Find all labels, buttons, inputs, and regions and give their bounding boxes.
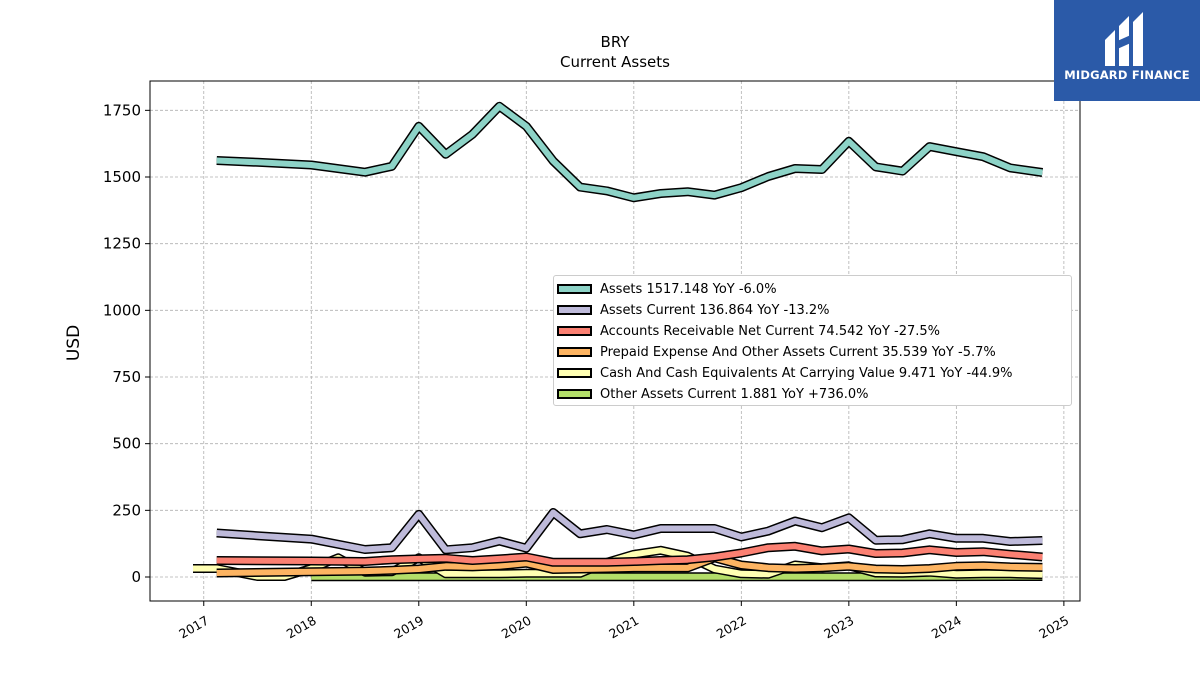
plot-frame xyxy=(149,80,1081,602)
legend-swatch xyxy=(557,326,592,336)
x-tick-label: 2024 xyxy=(929,613,964,642)
y-tick-label: 1000 xyxy=(103,301,141,319)
brand-logo: MIDGARD FINANCE xyxy=(1054,0,1200,101)
legend-swatch xyxy=(557,368,592,378)
series-line-assets-current xyxy=(216,509,1043,553)
y-tick-label: 750 xyxy=(112,368,141,386)
legend-label: Other Assets Current 1.881 YoY +736.0% xyxy=(600,386,869,402)
legend-swatch xyxy=(557,347,592,357)
x-tick-label: 2019 xyxy=(391,613,426,642)
x-tick-label: 2025 xyxy=(1036,613,1071,642)
series-line-accounts-receivable-net-current xyxy=(216,543,1043,566)
legend-item: Cash And Cash Equivalents At Carrying Va… xyxy=(557,363,1012,383)
logo-mark-icon xyxy=(1105,12,1143,66)
x-tick-label: 2020 xyxy=(499,613,534,642)
legend-item: Accounts Receivable Net Current 74.542 Y… xyxy=(557,321,940,341)
series-line-assets xyxy=(216,103,1043,201)
legend-label: Accounts Receivable Net Current 74.542 Y… xyxy=(600,323,941,339)
legend: Assets 1517.148 YoY -6.0% Assets Current … xyxy=(553,275,1072,406)
series-line-prepaid-expense-and-other-assets-current xyxy=(216,554,1043,576)
chart-title: BRY xyxy=(600,33,630,51)
y-tick-label: 0 xyxy=(131,568,141,586)
y-tick-label: 1500 xyxy=(103,168,141,186)
y-tick-label: 250 xyxy=(112,501,141,519)
logo-text: MIDGARD FINANCE xyxy=(1064,68,1190,82)
series-lines xyxy=(193,101,1044,582)
chart-subtitle: Current Assets xyxy=(560,53,670,71)
x-tick-label: 2022 xyxy=(714,613,749,642)
legend-item: Assets 1517.148 YoY -6.0% xyxy=(557,279,777,299)
legend-label: Assets 1517.148 YoY -6.0% xyxy=(600,281,777,297)
legend-item: Assets Current 136.864 YoY -13.2% xyxy=(557,300,830,320)
x-tick-label: 2021 xyxy=(606,613,641,642)
legend-label: Prepaid Expense And Other Assets Current… xyxy=(600,344,996,360)
x-tick-label: 2018 xyxy=(284,613,319,642)
y-tick-label: 1750 xyxy=(103,101,141,119)
legend-item: Other Assets Current 1.881 YoY +736.0% xyxy=(557,384,869,404)
y-axis-label: USD xyxy=(64,325,84,361)
legend-swatch xyxy=(557,284,592,294)
legend-swatch xyxy=(557,305,592,315)
legend-label: Cash And Cash Equivalents At Carrying Va… xyxy=(600,365,1013,381)
series-outline-assets xyxy=(216,101,1044,203)
y-tick-label: 500 xyxy=(112,435,141,453)
legend-swatch xyxy=(557,389,592,399)
x-tick-label: 2017 xyxy=(176,613,211,642)
x-tick-label: 2023 xyxy=(821,613,856,642)
legend-label: Assets Current 136.864 YoY -13.2% xyxy=(600,302,830,318)
legend-item: Prepaid Expense And Other Assets Current… xyxy=(557,342,996,362)
y-tick-label: 1250 xyxy=(103,235,141,253)
